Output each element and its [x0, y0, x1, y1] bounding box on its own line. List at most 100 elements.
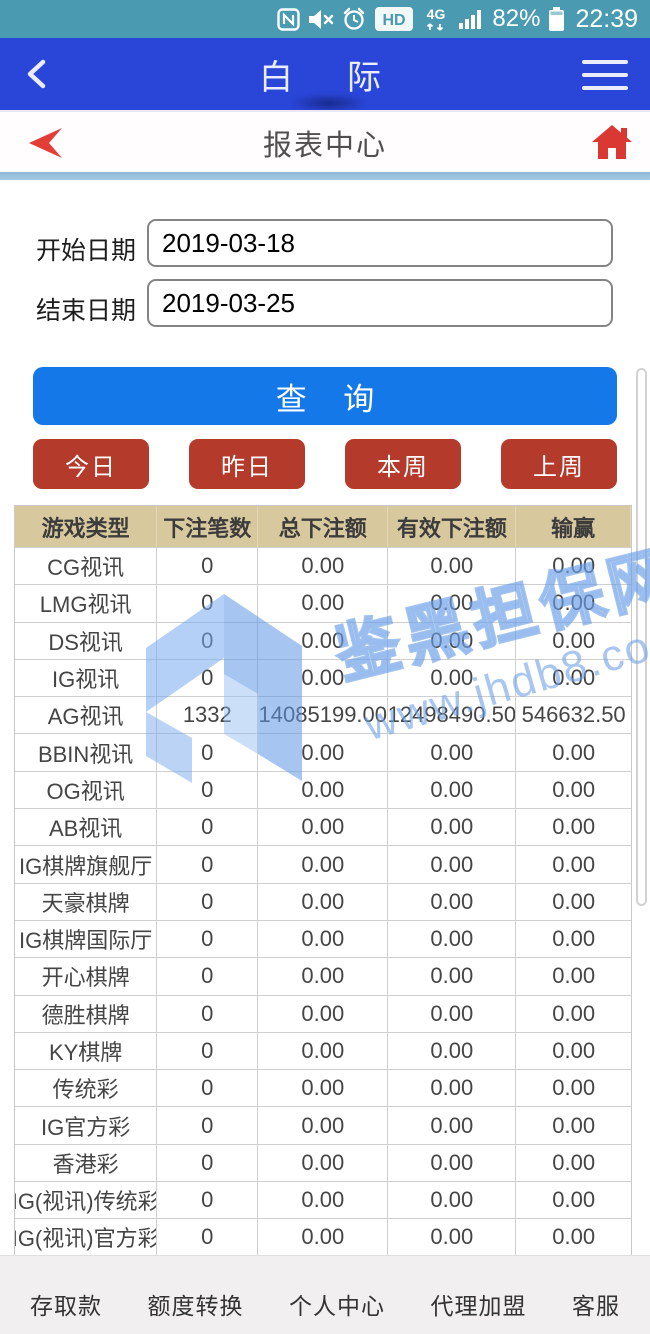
table-cell: 0.00 — [388, 622, 517, 659]
table-cell: 0.00 — [258, 958, 389, 995]
table-cell: 0.00 — [258, 995, 389, 1032]
battery-percent: 82% — [492, 5, 541, 32]
table-cell: 0 — [157, 1032, 259, 1070]
table-row: 开心棋牌 0 0.00 0.00 0.00 — [15, 957, 631, 995]
table-row: IG(视讯)官方彩 0 0.00 0.00 0.00 — [15, 1218, 631, 1256]
blue-divider — [0, 172, 650, 180]
table-header-cell: 总下注额 — [258, 506, 389, 547]
quick-button-1[interactable]: 昨日 — [189, 439, 305, 489]
table-cell: 0.00 — [258, 846, 389, 883]
page-header: 报表中心 — [0, 110, 650, 174]
bottom-nav-item-1[interactable]: 额度转换 — [147, 1293, 244, 1319]
table-cell: 0.00 — [388, 958, 517, 995]
table-cell: 0 — [157, 659, 259, 697]
table-cell: 0.00 — [552, 1112, 596, 1138]
table-header-cell: 有效下注额 — [388, 506, 517, 547]
table-cell: IG(视讯)传统彩 — [15, 1182, 158, 1219]
bottom-nav-item-2[interactable]: 个人中心 — [289, 1293, 385, 1319]
table-cell: 0.00 — [552, 627, 596, 653]
table-row: IG(视讯)传统彩 0 0.00 0.00 0.00 — [15, 1181, 631, 1219]
table-cell: 0 — [157, 1182, 259, 1219]
table-cell: 546632.50 — [521, 702, 626, 728]
app-header: 白 际 — [0, 38, 650, 112]
table-cell: 0.00 — [258, 1070, 389, 1107]
bottom-nav: 存取款 额度转换 个人中心 代理加盟 客服 — [0, 1255, 650, 1334]
table-cell: 0.00 — [388, 920, 517, 958]
quick-button-0[interactable]: 今日 — [33, 439, 149, 489]
quick-button-row: 今日 昨日 本周 上周 — [33, 439, 617, 489]
query-button[interactable]: 查 询 — [33, 367, 617, 425]
page-title: 报表中心 — [262, 130, 387, 162]
table-cell: 0.00 — [552, 776, 596, 802]
table-cell: 0 — [157, 995, 259, 1032]
table-row: AB视讯 0 0.00 0.00 0.00 — [15, 808, 631, 846]
table-row: 德胜棋牌 0 0.00 0.00 0.00 — [15, 994, 631, 1032]
table-cell: 0.00 — [258, 809, 389, 846]
table-cell: 0 — [157, 1107, 259, 1144]
table-row: IG棋牌国际厅 0 0.00 0.00 0.00 — [15, 919, 631, 958]
table-cell: 0.00 — [388, 883, 517, 920]
table-cell: OG视讯 — [15, 771, 158, 809]
table-cell: CG视讯 — [15, 548, 158, 585]
table-cell: 0.00 — [388, 809, 517, 846]
table-cell: LMG视讯 — [15, 585, 158, 622]
table-cell: 0 — [157, 1219, 259, 1256]
table-cell: 0.00 — [258, 1032, 389, 1070]
table-cell: 0.00 — [388, 1144, 517, 1182]
quick-button-3[interactable]: 上周 — [501, 439, 617, 489]
table-cell: 12498490.50 — [388, 697, 517, 734]
home-icon[interactable] — [592, 125, 632, 161]
table-cell: 0.00 — [388, 1107, 517, 1144]
table-row: BBIN视讯 0 0.00 0.00 0.00 — [15, 733, 631, 771]
table-cell: 0.00 — [388, 1182, 517, 1219]
table-row: 香港彩 0 0.00 0.00 0.00 — [15, 1143, 631, 1182]
start-date-label: 开始日期 — [36, 237, 137, 265]
end-date-input[interactable] — [147, 279, 613, 327]
table-cell: 0.00 — [258, 771, 389, 809]
bottom-nav-item-3[interactable]: 代理加盟 — [430, 1293, 527, 1319]
scrollbar[interactable] — [636, 368, 647, 906]
table-cell: 0.00 — [258, 585, 389, 622]
svg-text:4G: 4G — [427, 6, 446, 22]
svg-text:HD: HD — [383, 12, 406, 29]
bottom-nav-item-4[interactable]: 客服 — [572, 1293, 620, 1319]
table-cell: 0.00 — [258, 548, 389, 585]
table-cell: 0 — [157, 1070, 259, 1107]
table-cell: IG官方彩 — [15, 1107, 158, 1144]
alarm-icon — [344, 7, 365, 30]
network-4g-icon: 4G — [427, 6, 446, 31]
table-row: IG视讯 0 0.00 0.00 0.00 — [15, 658, 631, 697]
report-table: 游戏类型 下注笔数 总下注额 有效下注额 输赢 CG视讯 0 0.00 0.00 0.00 LMG视… — [14, 505, 632, 1257]
table-cell: 0.00 — [258, 1219, 389, 1256]
table-row: AG视讯 1332 14085199.00 12498490.50 546632.50 — [15, 696, 631, 734]
table-cell: 0 — [157, 771, 259, 809]
end-date-label: 结束日期 — [36, 297, 137, 325]
table-cell: 0.00 — [552, 553, 596, 579]
table-cell: IG棋牌旗舰厅 — [15, 846, 158, 883]
table-cell: 0 — [157, 734, 259, 771]
back-chevron-icon[interactable] — [24, 58, 50, 90]
table-cell: 0.00 — [258, 920, 389, 958]
table-cell: 0.00 — [388, 846, 517, 883]
table-header-row: 游戏类型 下注笔数 总下注额 有效下注额 输赢 — [15, 506, 631, 547]
table-cell: 0.00 — [258, 1144, 389, 1182]
table-cell: 0.00 — [388, 1032, 517, 1070]
table-cell: 0.00 — [388, 1070, 517, 1107]
table-cell: 0.00 — [552, 851, 596, 877]
table-cell: 0.00 — [552, 814, 596, 840]
hamburger-menu-icon[interactable] — [582, 60, 628, 90]
bottom-nav-item-0[interactable]: 存取款 — [30, 1293, 102, 1319]
table-cell: BBIN视讯 — [15, 734, 158, 771]
table-cell: 0.00 — [388, 734, 517, 771]
table-cell: 0.00 — [552, 739, 596, 765]
red-back-arrow-icon[interactable] — [26, 127, 64, 159]
table-row: 传统彩 0 0.00 0.00 0.00 — [15, 1069, 631, 1107]
quick-button-2[interactable]: 本周 — [345, 439, 461, 489]
table-cell: AG视讯 — [15, 697, 158, 734]
table-cell: IG视讯 — [15, 659, 158, 697]
table-row: KY棋牌 0 0.00 0.00 0.00 — [15, 1031, 631, 1070]
start-date-input[interactable] — [147, 219, 613, 267]
table-cell: 0.00 — [388, 659, 517, 697]
table-cell: AB视讯 — [15, 809, 158, 846]
